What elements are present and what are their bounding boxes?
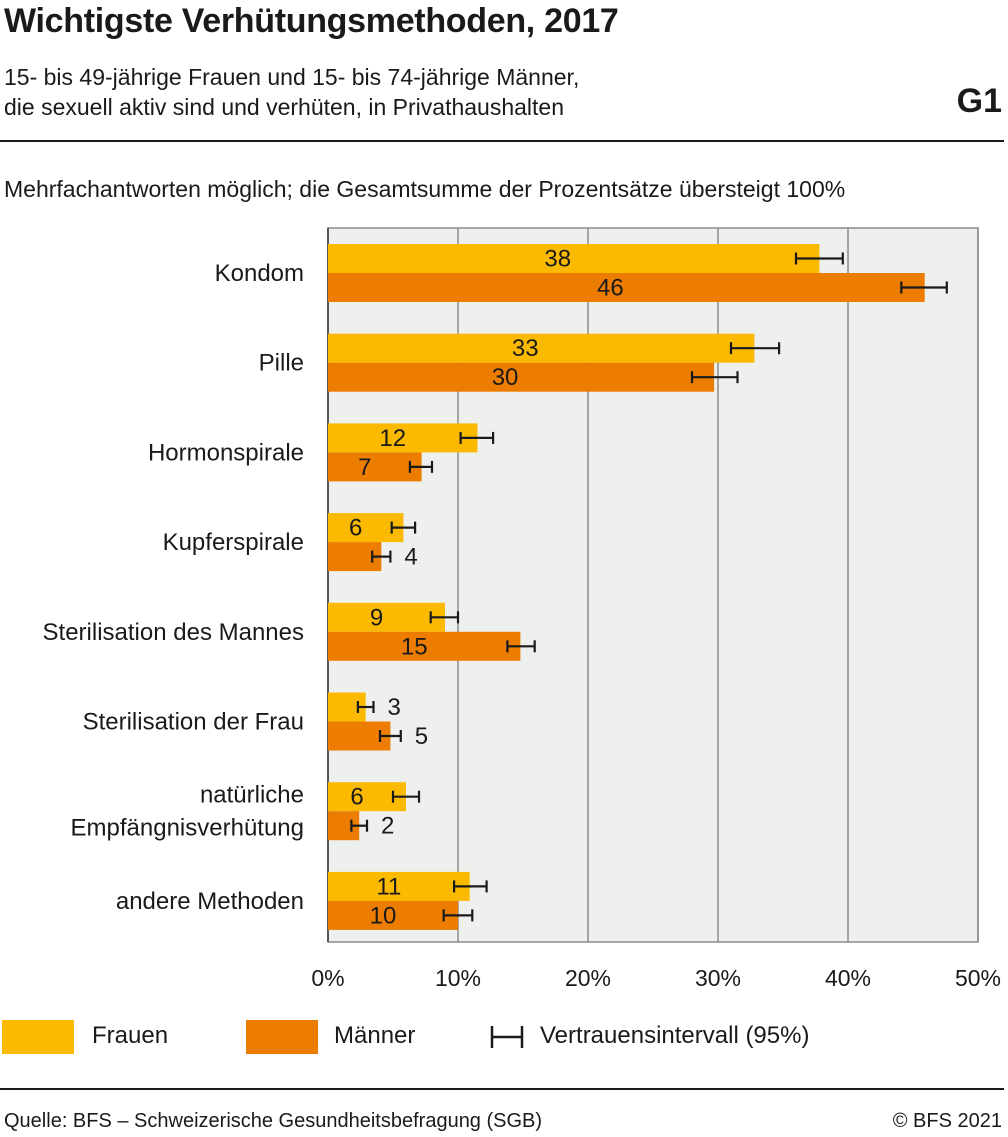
value-label: 11: [376, 873, 401, 900]
x-tick-label: 50%: [955, 965, 1001, 991]
category-label: Pille: [259, 350, 304, 377]
value-label: 38: [544, 246, 571, 273]
category-label: Hormonspirale: [148, 439, 304, 466]
category-label: Kondom: [215, 260, 304, 287]
category-label: natürliche: [200, 782, 304, 809]
legend-label-maenner: Männer: [334, 1022, 416, 1049]
chart-subtitle-line-2: die sexuell aktiv sind und verhüten, in …: [4, 94, 565, 120]
category-label: Kupferspirale: [163, 529, 304, 556]
category-label: Sterilisation der Frau: [83, 709, 304, 736]
value-label: 9: [370, 604, 383, 631]
bar-maenner: [328, 362, 715, 392]
value-label: 6: [350, 784, 363, 811]
legend-label-ci: Vertrauensintervall (95%): [540, 1022, 810, 1049]
bar-frauen: [328, 423, 478, 453]
x-tick-label: 10%: [435, 965, 481, 991]
bar-frauen: [328, 602, 445, 632]
category-label: Sterilisation des Mannes: [43, 619, 304, 646]
graph-number: G1: [956, 82, 1002, 120]
value-label: 7: [358, 454, 371, 481]
chart-subtitle-line-1: 15- bis 49-jährige Frauen und 15- bis 74…: [4, 64, 580, 90]
bar-frauen: [328, 871, 470, 901]
value-label: 30: [492, 364, 519, 391]
bar-maenner: [328, 273, 925, 302]
x-tick-label: 30%: [695, 965, 741, 991]
value-label: 33: [512, 335, 539, 362]
legend-swatch-frauen: [2, 1020, 74, 1054]
legend-item-frauen: Frauen: [0, 1020, 200, 1054]
x-tick-label: 0%: [311, 965, 344, 991]
x-tick-label: 40%: [825, 965, 871, 991]
legend-item-maenner: Männer: [246, 1020, 446, 1054]
value-label: 3: [388, 694, 401, 721]
header-divider: [0, 140, 1004, 142]
source-note: Quelle: BFS – Schweizerische Gesundheits…: [4, 1110, 543, 1132]
value-label: 15: [401, 633, 428, 660]
bar-maenner: [328, 452, 422, 482]
value-label: 12: [379, 425, 406, 452]
copyright: © BFS 2021: [892, 1110, 1002, 1132]
legend-swatch-maenner: [246, 1020, 318, 1054]
footer-divider: [0, 1088, 1004, 1090]
legend-label-frauen: Frauen: [92, 1022, 169, 1049]
category-label: andere Methoden: [116, 888, 304, 915]
value-label: 5: [415, 723, 428, 750]
chart-title: Wichtigste Verhütungsmethoden, 2017: [4, 2, 619, 40]
category-label: Empfängnisverhütung: [71, 815, 304, 842]
value-label: 10: [370, 902, 397, 929]
value-label: 4: [404, 544, 417, 571]
value-label: 46: [597, 275, 624, 302]
x-tick-label: 20%: [565, 965, 611, 991]
bar-frauen: [328, 244, 820, 273]
chart-note: Mehrfachantworten möglich; die Gesamtsum…: [4, 176, 846, 202]
bar-frauen: [328, 333, 755, 363]
legend-item-ci: Vertrauensintervall (95%): [488, 1020, 868, 1054]
bar-maenner: [328, 900, 458, 930]
legend-ci-icon: [490, 1026, 524, 1048]
value-label: 6: [349, 515, 362, 542]
bar-maenner: [328, 631, 521, 661]
value-label: 2: [381, 813, 394, 840]
